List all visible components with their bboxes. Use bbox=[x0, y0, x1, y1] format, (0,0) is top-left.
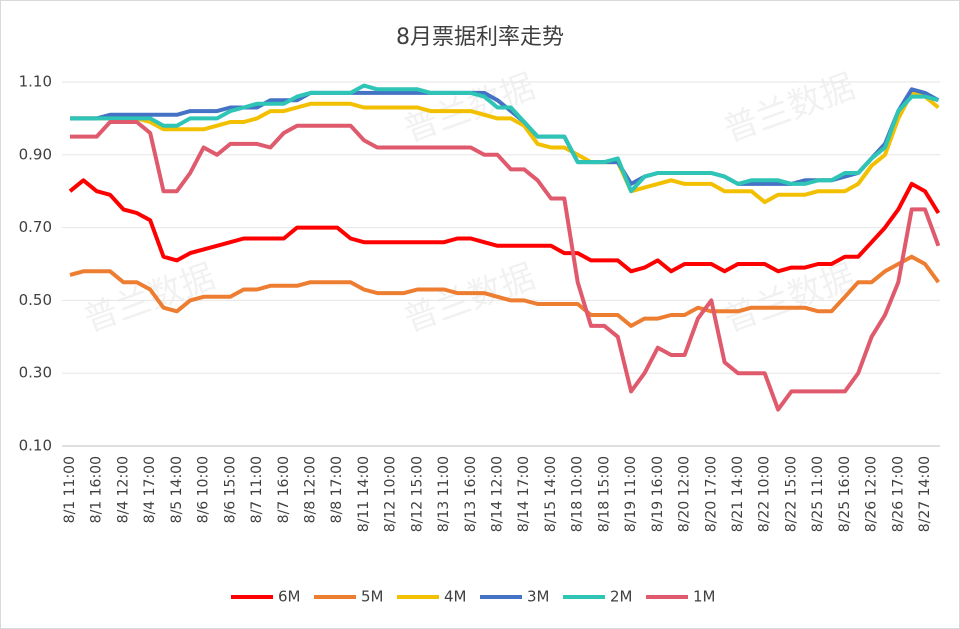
x-tick-label: 8/8 12:00 bbox=[302, 456, 318, 523]
y-tick-label: 0.10 bbox=[19, 437, 52, 455]
x-tick-label: 8/22 15:00 bbox=[783, 456, 799, 532]
series-line bbox=[70, 90, 940, 205]
x-tick-label: 8/6 15:00 bbox=[222, 456, 238, 523]
y-tick-label: 1.10 bbox=[19, 73, 52, 91]
y-tick-label: 0.70 bbox=[19, 218, 52, 236]
legend-label: 1M bbox=[693, 588, 716, 606]
legend-label: 6M bbox=[278, 588, 301, 606]
x-tick-label: 8/7 11:00 bbox=[249, 456, 265, 523]
x-tick-label: 8/18 15:00 bbox=[596, 456, 612, 532]
y-tick-label: 0.30 bbox=[19, 364, 52, 382]
x-tick-label: 8/14 17:00 bbox=[516, 456, 532, 532]
x-tick-label: 8/13 16:00 bbox=[463, 456, 479, 532]
x-tick-label: 8/7 16:00 bbox=[276, 456, 292, 523]
x-tick-label: 8/19 11:00 bbox=[623, 456, 639, 532]
x-tick-label: 8/8 17:00 bbox=[329, 456, 345, 523]
x-tick-label: 8/1 16:00 bbox=[89, 456, 105, 523]
x-tick-label: 8/4 12:00 bbox=[115, 456, 131, 523]
x-tick-label: 8/15 14:00 bbox=[543, 456, 559, 532]
y-tick-label: 0.90 bbox=[19, 145, 52, 163]
x-tick-label: 8/12 15:00 bbox=[409, 456, 425, 532]
x-tick-label: 8/20 12:00 bbox=[677, 456, 693, 532]
x-tick-label: 8/1 11:00 bbox=[62, 456, 78, 523]
series-line bbox=[70, 83, 939, 194]
x-tick-label: 8/13 11:00 bbox=[436, 456, 452, 532]
legend-label: 5M bbox=[361, 588, 384, 606]
series-line bbox=[69, 254, 941, 328]
x-tick-label: 8/20 17:00 bbox=[703, 456, 719, 532]
legend-label: 3M bbox=[527, 588, 550, 606]
x-tick-label: 8/6 10:00 bbox=[196, 456, 212, 523]
x-tick-label: 8/18 10:00 bbox=[570, 456, 586, 532]
x-tick-label: 8/26 12:00 bbox=[864, 456, 880, 532]
legend-label: 4M bbox=[444, 588, 467, 606]
legend-label: 2M bbox=[610, 588, 633, 606]
chart-title: 8月票据利率走势 bbox=[396, 25, 564, 50]
x-tick-label: 8/21 14:00 bbox=[730, 456, 746, 532]
x-tick-label: 8/26 17:00 bbox=[890, 456, 906, 532]
x-tick-label: 8/12 10:00 bbox=[383, 456, 399, 532]
x-tick-label: 8/25 11:00 bbox=[810, 456, 826, 532]
x-tick-label: 8/14 12:00 bbox=[490, 456, 506, 532]
x-tick-label: 8/11 14:00 bbox=[356, 456, 372, 532]
x-tick-label: 8/19 16:00 bbox=[650, 456, 666, 532]
series-line bbox=[68, 178, 941, 274]
x-tick-label: 8/25 16:00 bbox=[837, 456, 853, 532]
x-tick-label: 8/5 14:00 bbox=[169, 456, 185, 523]
x-tick-label: 8/4 17:00 bbox=[142, 456, 158, 523]
y-tick-label: 0.50 bbox=[19, 291, 52, 309]
x-tick-label: 8/27 14:00 bbox=[917, 456, 933, 532]
series-line bbox=[70, 120, 941, 412]
x-tick-label: 8/22 10:00 bbox=[757, 456, 773, 532]
